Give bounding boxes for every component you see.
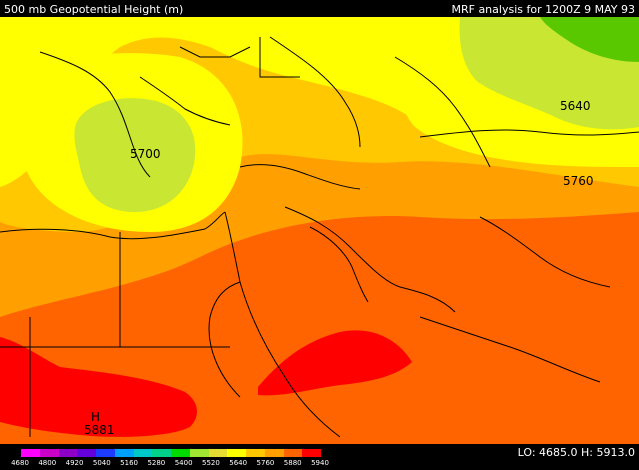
scale-label: 5760 [256, 459, 275, 467]
scale-swatch [77, 449, 96, 457]
contour-label-5881-africa: 5881 [84, 423, 115, 437]
color-scale-bar [20, 448, 322, 458]
region-red-africa [0, 337, 197, 437]
scale-swatch [264, 449, 284, 457]
scale-swatch [58, 449, 78, 457]
scale-swatch [246, 449, 265, 457]
contour-label-5640-east: 5640 [560, 99, 591, 113]
scale-swatch [208, 449, 228, 457]
scale-swatch [227, 449, 246, 457]
scale-swatch [152, 449, 171, 457]
scale-swatch [21, 449, 40, 457]
scale-label: 4920 [65, 459, 84, 467]
lo-hi-readout: LO: 4685.0 H: 5913.0 [517, 446, 635, 459]
geopotential-height-map: 5640 5700 5760 H 5881 [0, 17, 639, 444]
scale-swatch [302, 449, 321, 457]
scale-label: 4680 [11, 459, 29, 467]
scale-label: 5880 [283, 459, 302, 467]
scale-swatch [283, 449, 303, 457]
region-red-arabia [258, 330, 412, 396]
scale-swatch [114, 449, 134, 457]
scale-label: 4800 [38, 459, 57, 467]
contour-label-5700-greece: 5700 [130, 147, 161, 161]
scale-swatch [171, 449, 190, 457]
high-pressure-marker: H [91, 410, 100, 424]
scale-swatch [96, 449, 115, 457]
scale-swatch [189, 449, 209, 457]
scale-label: 5520 [201, 459, 220, 467]
analysis-timestamp: MRF analysis for 1200Z 9 MAY 93 [451, 3, 635, 16]
scale-label: 5400 [174, 459, 193, 467]
scale-label: 5940 [311, 459, 329, 467]
scale-label: 5040 [92, 459, 111, 467]
color-scale-labels: 4680 4800 4920 5040 5160 5280 5400 5520 5640 5760… [0, 459, 330, 469]
scale-label: 5280 [147, 459, 166, 467]
scale-swatch [39, 449, 59, 457]
scale-label: 5160 [120, 459, 138, 467]
map-title: 500 mb Geopotential Height (m) [4, 3, 184, 16]
scale-swatch [133, 449, 153, 457]
region-darkgreen-northeast [540, 17, 639, 62]
scale-label: 5640 [229, 459, 248, 467]
coastlines [0, 36, 639, 438]
region-green-greece [74, 98, 196, 212]
contour-label-5760-east: 5760 [563, 174, 594, 188]
